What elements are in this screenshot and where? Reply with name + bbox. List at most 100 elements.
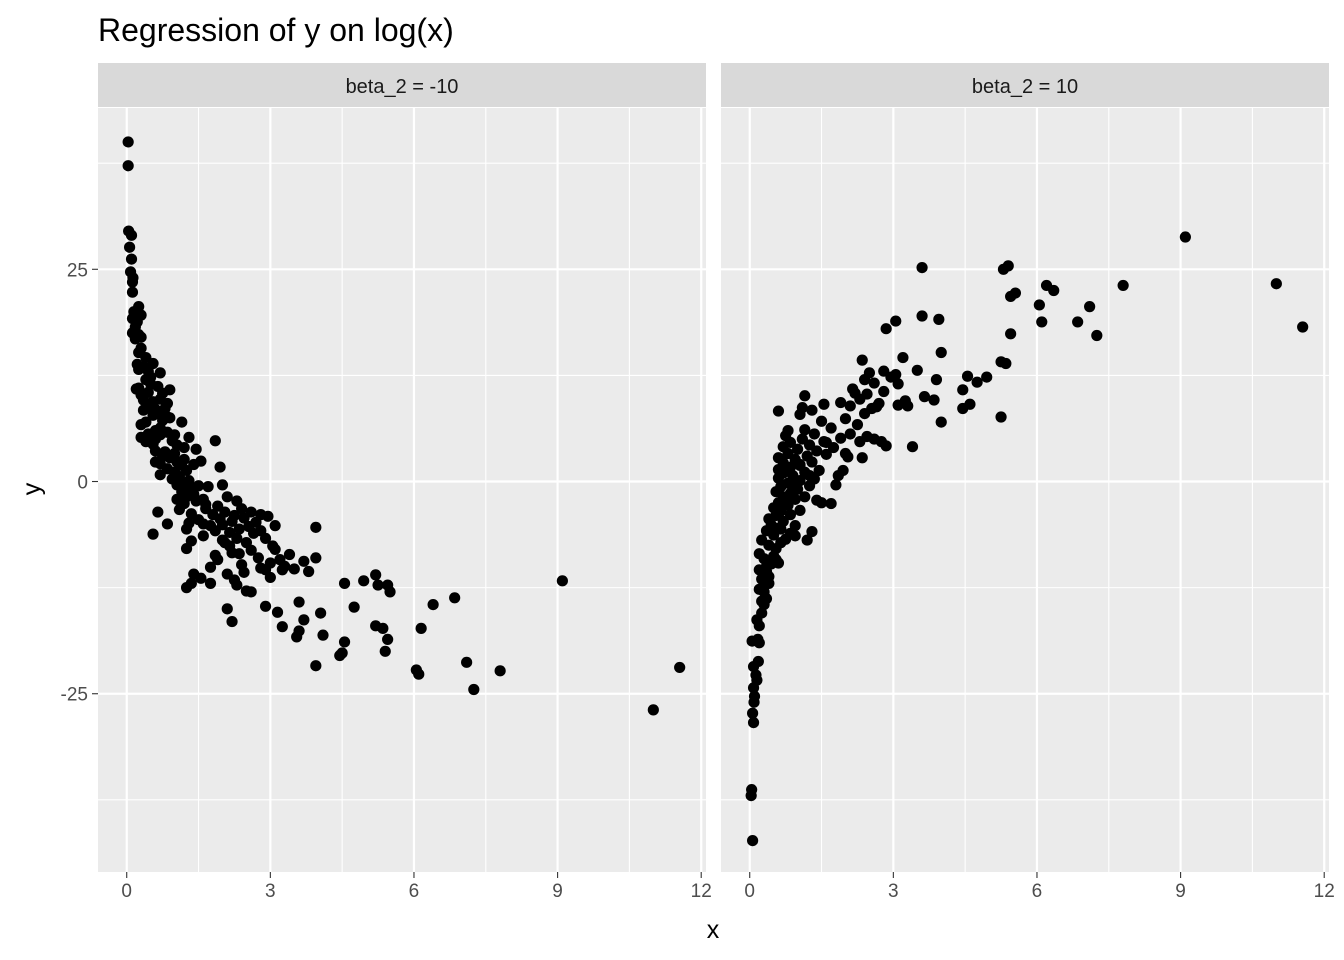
scatter-point bbox=[173, 503, 185, 516]
scatter-point bbox=[902, 400, 914, 412]
scatter-point bbox=[238, 512, 250, 524]
scatter-point bbox=[746, 707, 759, 719]
scatter-point bbox=[125, 229, 138, 241]
scatter-point bbox=[209, 435, 221, 447]
scatter-point bbox=[897, 351, 909, 364]
scatter-point bbox=[303, 565, 315, 578]
scatter-point bbox=[413, 668, 425, 680]
scatter-point bbox=[820, 448, 832, 460]
x-tick-label: 9 bbox=[552, 881, 563, 902]
scatter-point bbox=[1084, 301, 1096, 313]
scatter-point bbox=[801, 450, 813, 462]
scatter-point bbox=[271, 606, 284, 618]
scatter-point bbox=[338, 577, 351, 589]
scatter-point bbox=[813, 464, 825, 477]
scatter-point bbox=[1072, 316, 1084, 328]
scatter-point bbox=[216, 479, 229, 491]
scatter-point bbox=[906, 441, 919, 453]
scatter-point bbox=[370, 569, 382, 581]
scatter-point bbox=[854, 436, 866, 448]
scatter-point bbox=[806, 525, 818, 538]
scatter-point bbox=[763, 577, 775, 589]
x-tick-label: 12 bbox=[691, 881, 712, 902]
scatter-point bbox=[674, 661, 686, 674]
scatter-point bbox=[221, 491, 233, 503]
scatter-point bbox=[880, 323, 892, 335]
scatter-point bbox=[1270, 278, 1282, 290]
scatter-point bbox=[796, 433, 808, 445]
scatter-point bbox=[145, 371, 157, 383]
scatter-point bbox=[825, 422, 837, 434]
scatter-point bbox=[468, 683, 480, 696]
scatter-point bbox=[140, 416, 152, 428]
scatter-point bbox=[748, 690, 761, 702]
scatter-point bbox=[1091, 329, 1103, 342]
scatter-point bbox=[844, 428, 856, 440]
facet-panel-1: beta_2 = -10 0 3 6 9 12 bbox=[98, 63, 712, 902]
scatter-point bbox=[137, 404, 150, 416]
x-tick-label: 6 bbox=[409, 881, 420, 902]
scatter-point bbox=[288, 563, 300, 575]
scatter-point bbox=[746, 834, 759, 847]
scatter-point bbox=[844, 400, 856, 412]
scatter-point bbox=[770, 554, 782, 566]
facet-strip bbox=[721, 63, 1329, 107]
scatter-point bbox=[415, 622, 427, 634]
scatter-points bbox=[122, 136, 686, 716]
scatter-point bbox=[214, 461, 226, 473]
x-tick-label: 3 bbox=[888, 881, 899, 902]
scatter-point bbox=[818, 398, 830, 410]
scatter-point bbox=[147, 409, 159, 421]
facet-strip-label: beta_2 = -10 bbox=[346, 76, 459, 98]
scatter-point bbox=[245, 586, 257, 598]
scatter-point bbox=[293, 596, 305, 608]
scatter-point bbox=[315, 607, 327, 619]
scatter-point bbox=[794, 459, 806, 471]
scatter-point bbox=[799, 491, 811, 503]
scatter-point bbox=[226, 515, 238, 528]
scatter-point bbox=[123, 241, 136, 253]
scatter-point bbox=[269, 520, 281, 532]
scatter-point bbox=[835, 432, 847, 444]
scatter-point bbox=[772, 452, 785, 464]
scatter-point bbox=[274, 554, 286, 566]
scatter-point bbox=[861, 388, 873, 400]
scatter-point bbox=[122, 160, 134, 172]
x-axis-title: x bbox=[707, 916, 720, 944]
scatter-point bbox=[236, 503, 248, 515]
scatter-point bbox=[791, 443, 804, 455]
scatter-point bbox=[449, 592, 461, 604]
y-axis: -25 0 25 bbox=[61, 260, 98, 706]
scatter-point bbox=[746, 784, 758, 796]
scatter-point bbox=[133, 363, 145, 376]
scatter-point bbox=[176, 416, 188, 428]
y-tick-label: 25 bbox=[67, 260, 88, 281]
chart-title: Regression of y on log(x) bbox=[98, 12, 454, 48]
scatter-point bbox=[233, 523, 245, 535]
scatter-point bbox=[799, 390, 811, 402]
scatter-point bbox=[825, 497, 837, 510]
scatter-point bbox=[226, 615, 238, 628]
scatter-point bbox=[863, 367, 876, 379]
scatter-point bbox=[787, 469, 799, 482]
scatter-point bbox=[336, 647, 348, 659]
scatter-point bbox=[753, 548, 765, 560]
scatter-point bbox=[126, 286, 139, 298]
x-tick-label: 9 bbox=[1175, 881, 1186, 902]
scatter-point bbox=[796, 402, 808, 414]
scatter-point bbox=[890, 315, 902, 327]
scatter-point bbox=[911, 364, 923, 376]
scatter-point bbox=[806, 404, 818, 416]
scatter-point bbox=[753, 637, 765, 649]
scatter-point bbox=[801, 534, 813, 546]
scatter-point bbox=[461, 656, 473, 668]
scatter-point bbox=[238, 566, 250, 578]
scatter-point bbox=[780, 494, 792, 506]
scatter-point bbox=[338, 636, 351, 648]
scatter-point bbox=[916, 310, 928, 322]
scatter-point bbox=[856, 354, 868, 366]
facet-panels: beta_2 = -10 0 3 6 9 12 beta_2 = 10 0 3 6 9 12 bbox=[98, 63, 1335, 902]
scatter-point bbox=[157, 387, 169, 399]
scatter-point bbox=[647, 704, 659, 716]
scatter-point bbox=[382, 633, 394, 646]
